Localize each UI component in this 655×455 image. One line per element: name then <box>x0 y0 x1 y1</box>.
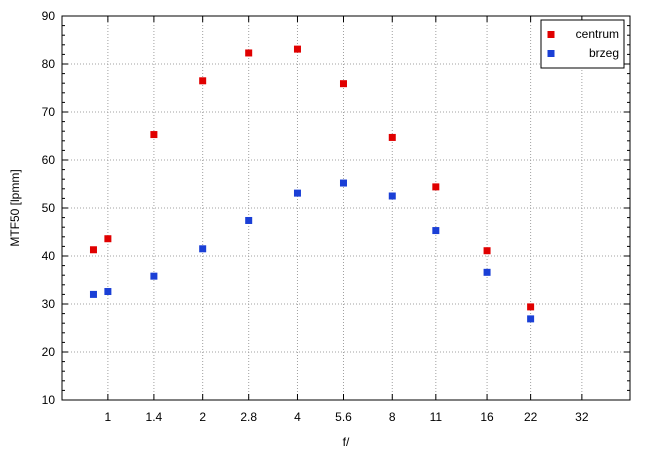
grid <box>62 16 630 400</box>
data-point-centrum <box>483 247 491 255</box>
legend-marker-centrum <box>547 31 555 38</box>
data-point-centrum <box>150 131 158 139</box>
y-tick-label: 20 <box>42 345 56 359</box>
y-tick-label: 90 <box>42 9 56 23</box>
data-point-centrum <box>104 235 112 243</box>
x-tick-label: 8 <box>389 410 396 424</box>
data-point-brzeg <box>388 192 396 200</box>
x-tick-label: 1.4 <box>146 410 163 424</box>
data-point-brzeg <box>89 290 97 298</box>
y-tick-label: 60 <box>42 153 56 167</box>
x-tick-label: 11 <box>430 410 443 424</box>
x-tick-label: 2 <box>199 410 206 424</box>
x-tick-label: 2.8 <box>240 410 257 424</box>
legend-label-brzeg: brzeg <box>589 46 619 60</box>
y-tick-label: 40 <box>42 249 56 263</box>
y-tick-label: 50 <box>42 201 56 215</box>
y-tick-label: 30 <box>42 297 56 311</box>
y-axis-title: MTF50 [lpmm] <box>8 169 22 246</box>
legend-label-centrum: centrum <box>576 27 619 41</box>
x-tick-label: 32 <box>575 410 589 424</box>
data-point-brzeg <box>339 179 347 187</box>
y-tick-label: 80 <box>42 57 56 71</box>
x-tick-label: 22 <box>524 410 538 424</box>
data-point-centrum <box>527 303 535 311</box>
data-point-centrum <box>199 77 207 85</box>
data-point-brzeg <box>527 315 535 323</box>
y-tick-label: 10 <box>42 393 56 407</box>
y-tick-label: 70 <box>42 105 56 119</box>
x-tick-label: 16 <box>480 410 494 424</box>
data-point-brzeg <box>245 216 253 224</box>
data-point-brzeg <box>199 245 207 253</box>
data-point-brzeg <box>150 272 158 280</box>
data-point-centrum <box>89 246 97 254</box>
x-tick-label: 4 <box>294 410 301 424</box>
data-point-brzeg <box>432 227 440 235</box>
data-point-centrum <box>388 133 396 141</box>
ticks <box>62 15 630 401</box>
x-tick-label: 1 <box>105 410 112 424</box>
x-axis-title: f/ <box>343 435 350 449</box>
data-point-centrum <box>432 183 440 191</box>
plot-frame <box>61 15 631 401</box>
x-tick-label: 5.6 <box>335 410 352 424</box>
data-point-centrum <box>339 80 347 88</box>
data-point-centrum <box>245 49 253 57</box>
data-point-centrum <box>293 45 301 53</box>
tick-labels: 10 20 30 40 50 60 70 80 90 1 1.4 2 2.8 4 5.6 8 11 16 22 32 <box>42 9 589 424</box>
legend-marker-brzeg <box>547 50 555 57</box>
legend: centrum brzeg <box>540 19 625 69</box>
data-point-brzeg <box>483 268 491 276</box>
legend-box <box>540 19 625 69</box>
data-point-brzeg <box>104 288 112 296</box>
data-marks <box>89 45 535 323</box>
data-point-brzeg <box>293 189 301 197</box>
